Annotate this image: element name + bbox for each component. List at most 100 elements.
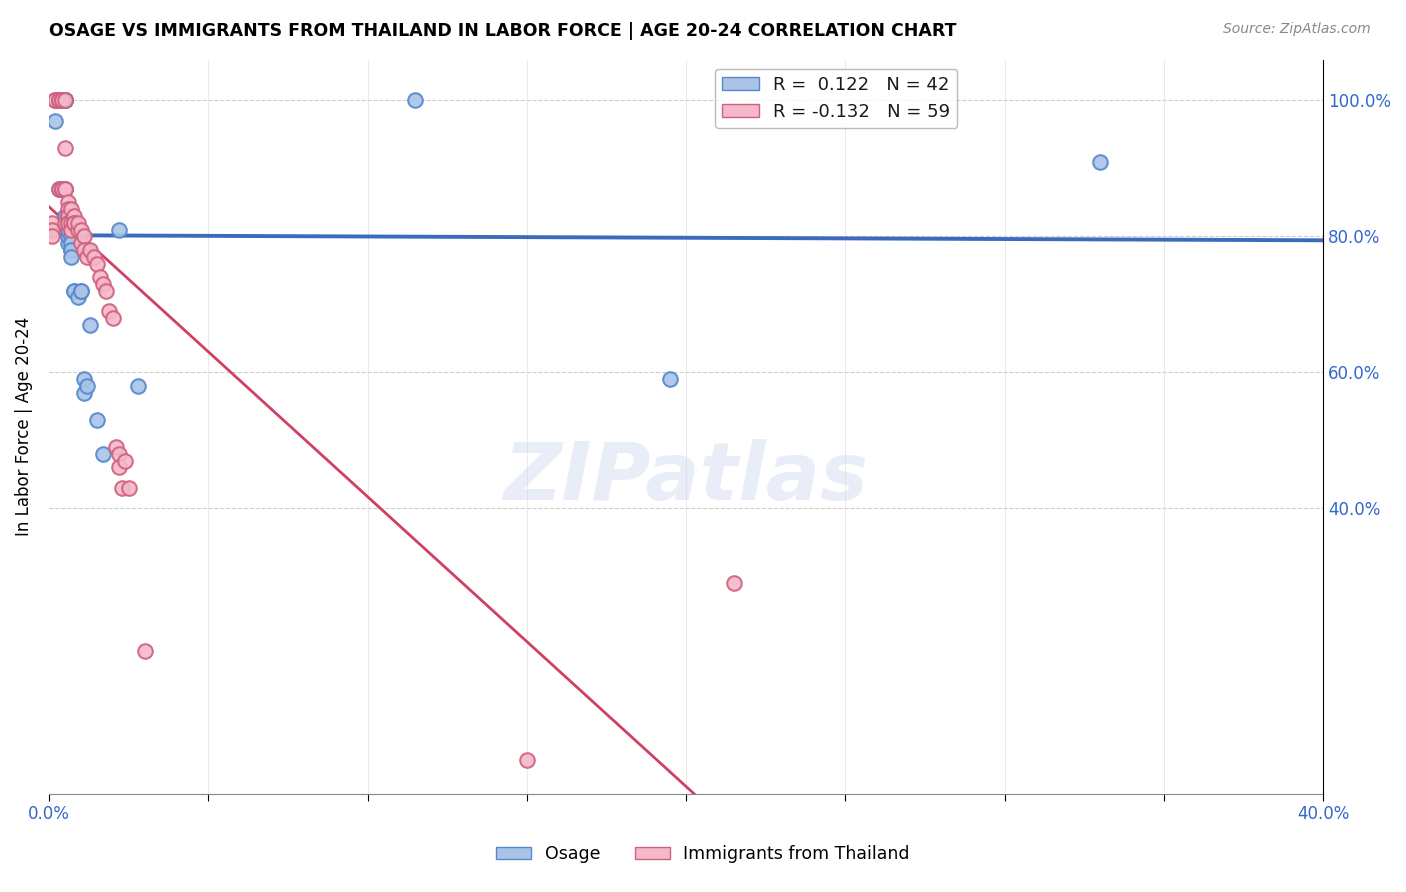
Point <box>41 216 63 230</box>
Point <box>69 222 91 236</box>
Legend: R =  0.122   N = 42, R = -0.132   N = 59: R = 0.122 N = 42, R = -0.132 N = 59 <box>716 69 957 128</box>
Point <box>51 94 73 108</box>
Text: Source: ZipAtlas.com: Source: ZipAtlas.com <box>1223 22 1371 37</box>
Point <box>60 243 83 257</box>
Point <box>48 94 70 108</box>
Point <box>56 222 79 236</box>
Point <box>404 94 426 108</box>
Point <box>44 94 66 108</box>
Point <box>76 379 98 393</box>
Point <box>51 182 73 196</box>
Point <box>127 379 149 393</box>
Point <box>69 236 91 251</box>
Text: ZIPatlas: ZIPatlas <box>503 439 869 517</box>
Point <box>63 216 86 230</box>
Point <box>104 440 127 454</box>
Point <box>56 216 79 230</box>
Point <box>63 284 86 298</box>
Point <box>56 209 79 223</box>
Point <box>66 291 89 305</box>
Point <box>86 256 108 270</box>
Point <box>60 202 83 216</box>
Point <box>76 250 98 264</box>
Point <box>69 284 91 298</box>
Point <box>53 209 76 223</box>
Point <box>60 229 83 244</box>
Point <box>60 222 83 236</box>
Point <box>73 229 96 244</box>
Y-axis label: In Labor Force | Age 20-24: In Labor Force | Age 20-24 <box>15 317 32 536</box>
Point <box>108 222 131 236</box>
Point <box>48 182 70 196</box>
Point <box>51 94 73 108</box>
Point <box>53 216 76 230</box>
Point <box>91 277 114 291</box>
Point <box>56 216 79 230</box>
Point <box>44 113 66 128</box>
Point <box>86 413 108 427</box>
Point <box>56 222 79 236</box>
Legend: Osage, Immigrants from Thailand: Osage, Immigrants from Thailand <box>489 838 917 870</box>
Point <box>56 202 79 216</box>
Point <box>53 94 76 108</box>
Point <box>73 372 96 386</box>
Point <box>48 94 70 108</box>
Point <box>53 182 76 196</box>
Point <box>56 216 79 230</box>
Point <box>111 481 134 495</box>
Point <box>73 243 96 257</box>
Point <box>53 94 76 108</box>
Point <box>53 94 76 108</box>
Point <box>48 182 70 196</box>
Point <box>98 304 121 318</box>
Point <box>108 447 131 461</box>
Point <box>60 243 83 257</box>
Point <box>41 222 63 236</box>
Point <box>66 222 89 236</box>
Point <box>56 222 79 236</box>
Point <box>51 94 73 108</box>
Point <box>41 229 63 244</box>
Point <box>51 94 73 108</box>
Point <box>53 94 76 108</box>
Point <box>66 216 89 230</box>
Point <box>53 182 76 196</box>
Point <box>723 576 745 591</box>
Point <box>659 372 682 386</box>
Point <box>53 94 76 108</box>
Point <box>56 236 79 251</box>
Point <box>101 310 124 325</box>
Point <box>63 216 86 230</box>
Point <box>53 182 76 196</box>
Point <box>51 94 73 108</box>
Point <box>51 94 73 108</box>
Point <box>44 94 66 108</box>
Point <box>56 229 79 244</box>
Point <box>96 284 118 298</box>
Point <box>48 94 70 108</box>
Point <box>44 94 66 108</box>
Point <box>63 284 86 298</box>
Point <box>60 236 83 251</box>
Text: OSAGE VS IMMIGRANTS FROM THAILAND IN LABOR FORCE | AGE 20-24 CORRELATION CHART: OSAGE VS IMMIGRANTS FROM THAILAND IN LAB… <box>49 22 956 40</box>
Point <box>63 209 86 223</box>
Point <box>56 216 79 230</box>
Point <box>51 182 73 196</box>
Point <box>114 453 136 467</box>
Point <box>56 229 79 244</box>
Point <box>56 195 79 210</box>
Point <box>51 182 73 196</box>
Point <box>117 481 139 495</box>
Point <box>53 94 76 108</box>
Point <box>53 141 76 155</box>
Point <box>134 644 156 658</box>
Point <box>1088 154 1111 169</box>
Point <box>73 385 96 400</box>
Point <box>56 209 79 223</box>
Point <box>51 182 73 196</box>
Point <box>89 270 111 285</box>
Point <box>51 182 73 196</box>
Point <box>60 216 83 230</box>
Point <box>108 460 131 475</box>
Point <box>91 447 114 461</box>
